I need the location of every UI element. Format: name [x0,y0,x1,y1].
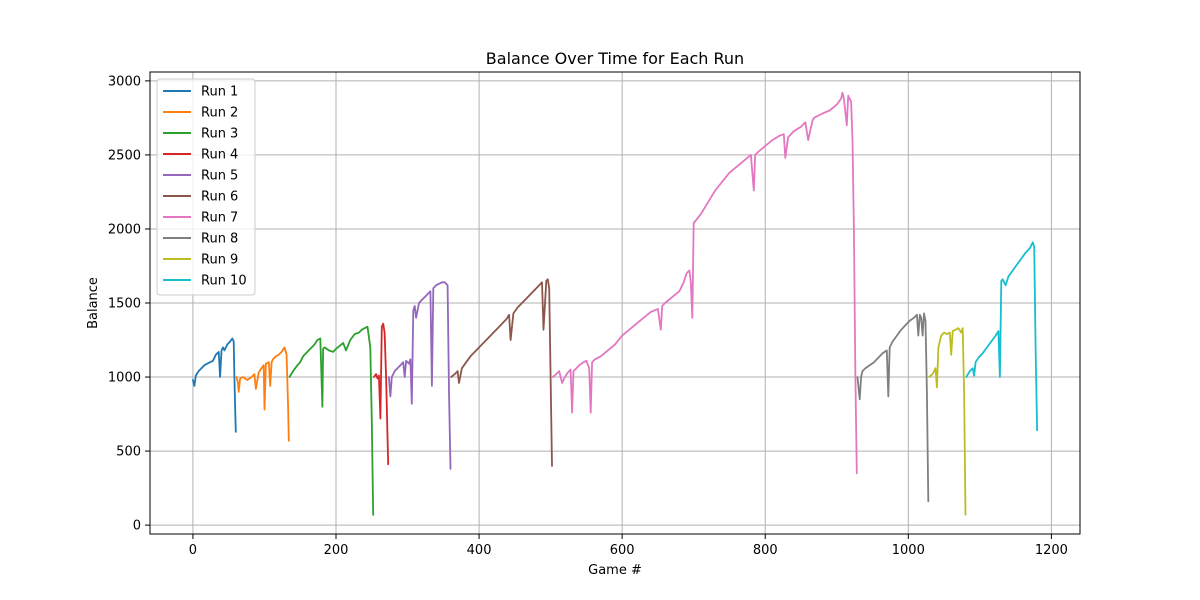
legend-label-run-7: Run 7 [201,211,238,226]
x-tick-label-2: 400 [467,543,492,558]
grid-layer [150,72,1080,534]
series-line-run-6 [450,278,553,467]
series-line-run-5 [387,281,452,470]
series-line-run-2 [235,346,290,442]
chart-title: Balance Over Time for Each Run [486,49,744,68]
series-line-run-7 [551,91,858,475]
y-tick-label-3: 1500 [108,297,141,312]
legend: Run 1 Run 2 Run 3 Run 4 Run 5 Run 6 Run 7 Run 8… [156,78,256,296]
tick-layer: 0 200 400 600 800 1000 1200 0 500 1000 1500 2000 250… [108,74,1068,558]
series-line-run-4 [372,322,390,466]
y-tick-label-5: 2500 [108,148,141,163]
legend-label-run-9: Run 9 [201,253,238,268]
x-tick-label-0: 0 [189,543,197,558]
x-tick-label-6: 1200 [1035,543,1068,558]
legend-label-run-5: Run 5 [201,169,238,184]
legend-label-run-4: Run 4 [201,148,238,163]
legend-label-run-3: Run 3 [201,127,238,142]
y-tick-label-2: 1000 [108,371,141,386]
x-tick-label-4: 800 [753,543,778,558]
series-layer [191,91,1038,516]
legend-label-run-8: Run 8 [201,232,238,247]
y-tick-label-0: 0 [133,519,141,534]
x-tick-label-3: 600 [610,543,635,558]
legend-label-run-10: Run 10 [201,274,247,289]
legend-label-run-6: Run 6 [201,190,238,205]
series-line-run-1 [191,337,237,433]
y-tick-label-1: 500 [116,445,141,460]
series-line-run-8 [856,312,930,503]
series-line-run-3 [288,325,375,516]
y-tick-label-6: 3000 [108,74,141,89]
series-line-run-10 [965,241,1038,432]
x-axis-label: Game # [588,563,642,578]
legend-label-run-2: Run 2 [201,106,238,121]
series-line-run-9 [928,327,967,516]
x-tick-label-1: 200 [324,543,349,558]
y-axis-label: Balance [86,277,101,329]
y-tick-label-4: 2000 [108,222,141,237]
legend-label-run-1: Run 1 [201,85,238,100]
x-tick-label-5: 1000 [892,543,925,558]
